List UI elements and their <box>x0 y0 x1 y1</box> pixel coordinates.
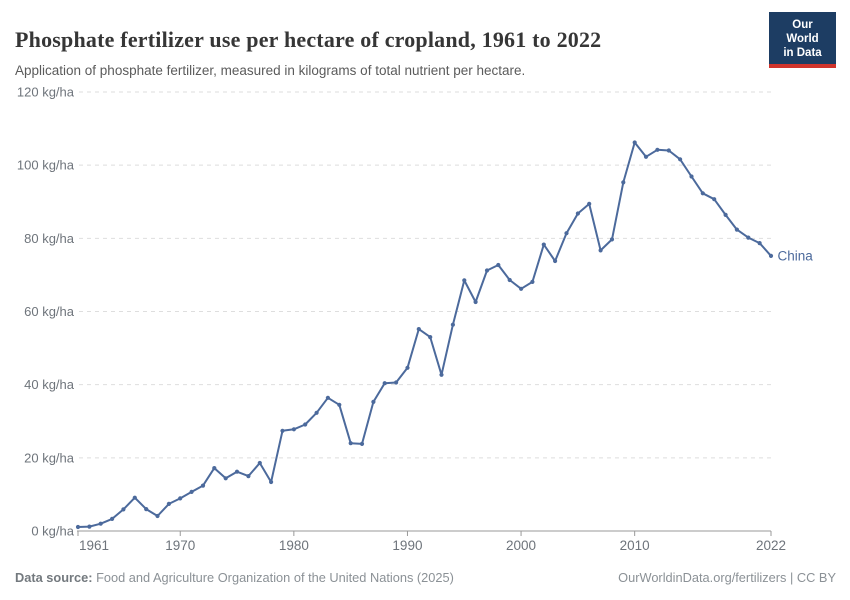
data-point[interactable] <box>632 140 637 145</box>
data-point[interactable] <box>337 402 342 407</box>
y-axis-label-120: 120 kg/ha <box>17 85 75 100</box>
x-axis-label-1990: 1990 <box>392 538 422 553</box>
data-point[interactable] <box>496 262 501 268</box>
data-point[interactable] <box>98 521 103 526</box>
data-point[interactable] <box>439 372 444 377</box>
data-point[interactable] <box>212 466 217 471</box>
data-point[interactable] <box>428 335 433 340</box>
x-axis-label-1970: 1970 <box>165 538 195 553</box>
data-point[interactable] <box>291 427 296 432</box>
y-axis-label-100: 100 kg/ha <box>17 158 75 173</box>
data-point[interactable] <box>257 460 262 466</box>
x-axis-label-2022: 2022 <box>756 538 786 553</box>
data-point[interactable] <box>314 410 319 415</box>
data-point[interactable] <box>666 148 671 153</box>
x-axis-label-1961: 1961 <box>79 538 109 553</box>
data-point[interactable] <box>155 513 160 519</box>
data-point[interactable] <box>689 174 694 179</box>
series-line-china[interactable] <box>77 141 772 528</box>
data-point[interactable] <box>450 322 455 327</box>
data-point[interactable] <box>110 516 115 522</box>
data-point[interactable] <box>348 441 353 446</box>
data-point[interactable] <box>655 147 660 152</box>
data-point[interactable] <box>553 258 558 264</box>
credit-line: OurWorldinData.org/fertilizers | CC BY <box>618 570 836 585</box>
data-point[interactable] <box>234 469 240 474</box>
data-point[interactable] <box>757 241 762 246</box>
y-axis-label-60: 60 kg/ha <box>24 304 75 319</box>
y-axis-label-40: 40 kg/ha <box>24 377 75 392</box>
data-point[interactable] <box>678 157 683 162</box>
data-point[interactable] <box>325 395 330 400</box>
data-point[interactable] <box>700 191 705 196</box>
data-point[interactable] <box>621 180 626 185</box>
data-point[interactable] <box>768 253 774 258</box>
data-point[interactable] <box>405 365 410 370</box>
data-point[interactable] <box>87 524 92 529</box>
data-point[interactable] <box>598 248 603 253</box>
chart-subtitle: Application of phosphate fertilizer, mea… <box>15 62 526 78</box>
data-point[interactable] <box>462 278 467 283</box>
data-point[interactable] <box>746 235 751 240</box>
data-point[interactable] <box>394 380 399 385</box>
data-point[interactable] <box>519 286 524 291</box>
data-point[interactable] <box>121 507 126 512</box>
data-point[interactable] <box>712 197 717 202</box>
data-point[interactable] <box>144 507 149 512</box>
chart-title: Phosphate fertilizer use per hectare of … <box>15 26 602 52</box>
y-axis-label-80: 80 kg/ha <box>24 231 75 246</box>
data-point[interactable] <box>643 154 649 159</box>
data-point[interactable] <box>246 474 251 479</box>
owid-logo-line2: in Data <box>783 47 822 59</box>
data-point[interactable] <box>359 441 365 446</box>
data-point[interactable] <box>200 483 206 488</box>
series-label-china[interactable]: China <box>778 248 814 263</box>
data-point[interactable] <box>587 201 592 206</box>
data-point[interactable] <box>734 227 740 232</box>
x-axis-label-2010: 2010 <box>620 538 650 553</box>
data-point[interactable] <box>609 237 615 242</box>
data-point[interactable] <box>269 479 274 485</box>
data-source-text: Food and Agriculture Organization of the… <box>92 570 454 585</box>
data-point[interactable] <box>132 495 137 500</box>
x-axis-label-2000: 2000 <box>506 538 536 553</box>
owid-url-link[interactable]: OurWorldinData.org/fertilizers <box>618 570 787 585</box>
data-point[interactable] <box>178 496 183 501</box>
data-point[interactable] <box>223 476 228 481</box>
data-point[interactable] <box>484 268 490 273</box>
data-point[interactable] <box>416 327 421 332</box>
owid-logo[interactable]: Our World in Data <box>769 12 836 68</box>
data-point[interactable] <box>473 299 478 305</box>
data-point[interactable] <box>723 212 728 217</box>
data-point[interactable] <box>382 381 387 386</box>
license-text: | CC BY <box>786 570 836 585</box>
y-axis-label-20: 20 kg/ha <box>24 450 75 465</box>
data-point[interactable] <box>75 524 81 530</box>
data-point[interactable] <box>166 501 171 506</box>
data-point[interactable] <box>530 279 535 284</box>
data-point[interactable] <box>507 277 512 283</box>
data-point[interactable] <box>189 489 194 494</box>
data-point[interactable] <box>303 422 308 427</box>
data-source: Data source: Food and Agriculture Organi… <box>15 570 454 585</box>
data-point[interactable] <box>575 211 581 216</box>
data-point[interactable] <box>371 399 376 404</box>
data-point[interactable] <box>541 242 546 247</box>
data-source-label: Data source: <box>15 570 93 585</box>
x-axis-label-1980: 1980 <box>279 538 309 553</box>
data-point[interactable] <box>564 231 569 236</box>
y-axis-label-0: 0 kg/ha <box>31 524 74 539</box>
owid-logo-line1: Our World <box>786 19 819 45</box>
data-point[interactable] <box>280 428 285 433</box>
